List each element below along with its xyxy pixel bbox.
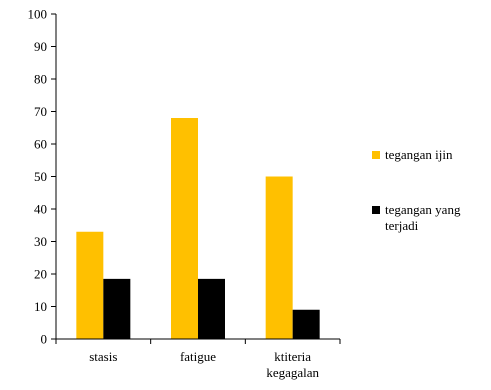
legend-label-line: terjadi <box>385 218 419 233</box>
x-tick-label-line: fatigue <box>180 349 216 364</box>
legend-swatch <box>372 206 380 214</box>
bar <box>292 309 320 339</box>
x-tick-label-line: ktiteria <box>274 349 311 364</box>
bar <box>198 278 225 339</box>
y-tick-label: 60 <box>34 137 47 152</box>
legend-swatch <box>372 151 380 159</box>
x-tick-label-line: kegagalan <box>266 365 319 380</box>
y-tick-label: 70 <box>34 104 47 119</box>
legend-label-line: tegangan ijin <box>385 147 453 162</box>
x-tick-label: ktiteria kegagalan <box>266 349 319 380</box>
y-tick-label: 0 <box>41 332 48 347</box>
y-tick-label: 20 <box>34 267 47 282</box>
y-tick-label: 30 <box>34 234 47 249</box>
x-tick-label-line: stasis <box>89 349 117 364</box>
legend-label-line: tegangan yang <box>385 202 461 217</box>
x-tick-label: stasis <box>89 349 117 364</box>
y-tick-label: 40 <box>34 202 47 217</box>
legend: tegangan ijin tegangan yang terjadi <box>372 147 461 233</box>
legend-label: tegangan ijin <box>385 147 453 162</box>
legend-label: tegangan yang terjadi <box>385 202 461 233</box>
bar <box>103 278 131 339</box>
bar <box>171 118 198 339</box>
y-tick-label: 50 <box>34 169 47 184</box>
bar <box>76 231 104 339</box>
y-tick-label: 90 <box>34 39 47 54</box>
plot-area: 0 10 20 30 40 50 60 70 80 90 100 stasis fatigue ktite… <box>28 7 341 380</box>
bar <box>265 176 293 339</box>
y-tick-label: 10 <box>34 299 47 314</box>
y-tick-label: 80 <box>34 72 47 87</box>
x-tick-label: fatigue <box>180 349 216 364</box>
y-tick-label: 100 <box>28 7 48 22</box>
